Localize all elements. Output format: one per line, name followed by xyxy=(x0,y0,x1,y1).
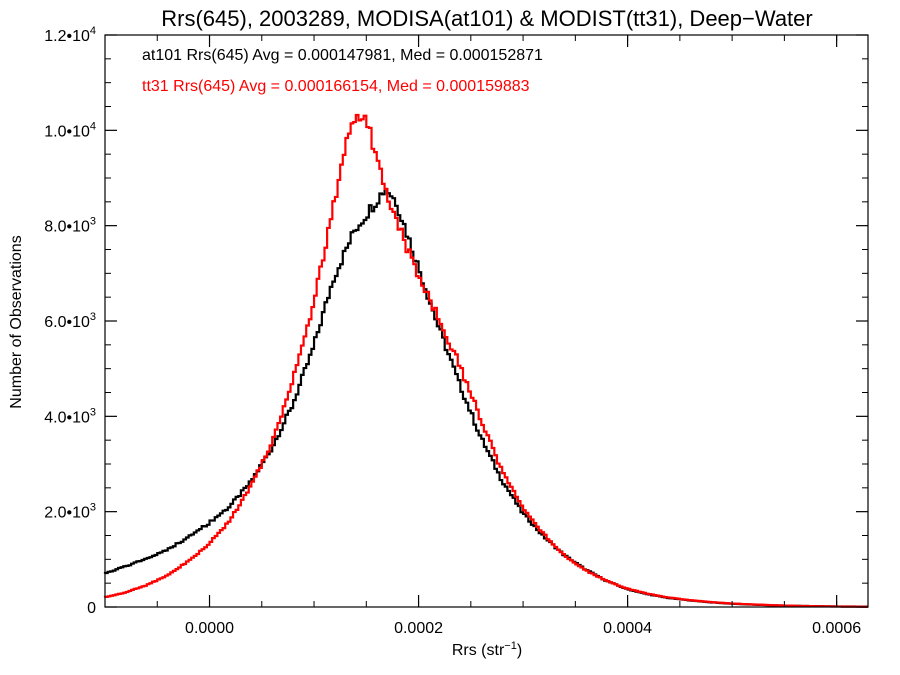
x-axis-label-sup: −1 xyxy=(504,640,517,652)
y-tick-label-3: 6.0•103 xyxy=(44,311,96,331)
y-tick-label-4: 8.0•103 xyxy=(44,216,96,236)
y-axis-label: Number of Observations xyxy=(8,235,25,408)
chart-title: Rrs(645), 2003289, MODISA(at101) & MODIS… xyxy=(161,6,812,31)
annotation-tt31: tt31 Rrs(645) Avg = 0.000166154, Med = 0… xyxy=(142,78,530,95)
series-line-0 xyxy=(103,187,868,608)
y-tick-label-5: 1.0•104 xyxy=(44,120,96,140)
y-tick-label-0: 0 xyxy=(87,600,96,617)
series-line-1 xyxy=(103,113,868,608)
ticks-layer: 0.0000 0.0002 0.0004 0.0006 0 2.0•103 4.0•103 6… xyxy=(44,25,868,637)
y-tick-label-6: 1.2•104 xyxy=(44,25,96,45)
x-tick-label-3: 0.0006 xyxy=(812,620,861,637)
x-axis-label-base: Rrs (str xyxy=(452,642,505,659)
y-tick-label-2: 4.0•103 xyxy=(44,406,96,426)
x-tick-label-2: 0.0004 xyxy=(603,620,652,637)
x-tick-label-1: 0.0002 xyxy=(394,620,443,637)
series-layer xyxy=(103,113,868,608)
plot-frame xyxy=(104,34,869,608)
x-axis-label-tail: ) xyxy=(517,642,522,659)
plot-area: 0.0000 0.0002 0.0004 0.0006 0 2.0•103 4.0•103 6… xyxy=(44,25,869,637)
y-tick-label-1: 2.0•103 xyxy=(44,502,96,522)
x-tick-label-0: 0.0000 xyxy=(185,620,234,637)
annotation-at101: at101 Rrs(645) Avg = 0.000147981, Med = … xyxy=(142,47,543,64)
x-axis-label: Rrs (str−1) xyxy=(452,640,522,659)
